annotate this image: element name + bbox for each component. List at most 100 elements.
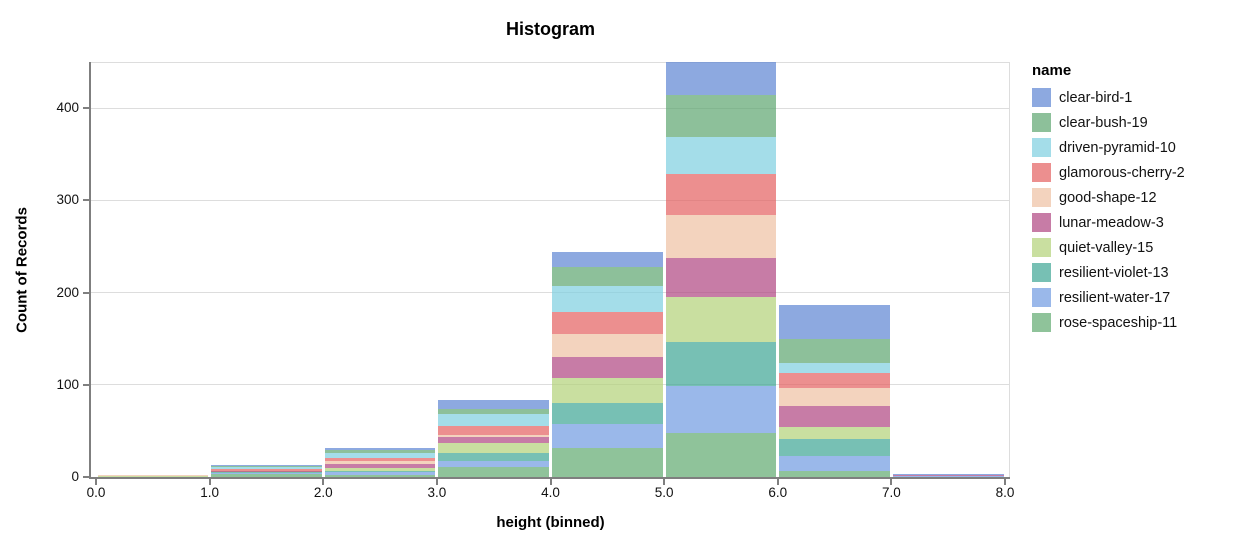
- bar-segment-glamorous-cherry-2-bin-6: [779, 372, 890, 388]
- bar-segment-good-shape-12-bin-0: [97, 475, 209, 477]
- bar-segment-driven-pyramid-10-bin-3: [438, 414, 549, 427]
- bar-segment-clear-bird-1-bin-1: [211, 465, 322, 466]
- bar-segment-good-shape-12-bin-6: [779, 387, 890, 406]
- bar-segment-clear-bush-19-bin-3: [438, 408, 549, 415]
- legend-swatch-icon: [1032, 288, 1051, 307]
- bar-segment-glamorous-cherry-2-bin-4: [552, 311, 663, 335]
- y-tick-label: 300: [56, 192, 79, 208]
- y-tick-0: [83, 476, 89, 478]
- bar-segment-quiet-valley-15-bin-5: [665, 297, 777, 343]
- legend-swatch-icon: [1032, 163, 1051, 182]
- y-tick-label: 100: [56, 376, 79, 392]
- legend-items: clear-bird-1 clear-bush-19 driven-pyramid-…: [1032, 88, 1185, 332]
- bar-segment-resilient-violet-13-bin-2: [324, 470, 436, 473]
- x-tick-2: [322, 479, 325, 485]
- bar-segment-rose-spaceship-11-bin-2: [324, 475, 436, 477]
- bar-segment-rose-spaceship-11-bin-4: [552, 447, 663, 477]
- bar-segment-clear-bush-19-bin-1: [211, 465, 322, 467]
- x-tick-3: [435, 479, 438, 485]
- legend-swatch-icon: [1032, 138, 1051, 157]
- bar-segment-lunar-meadow-3-bin-1: [211, 470, 322, 472]
- legend: name clear-bird-1 clear-bush-19 driven-pyr…: [1032, 62, 1185, 338]
- bar-segment-clear-bird-1-bin-6: [779, 305, 890, 339]
- y-tick-label: 400: [56, 100, 79, 116]
- bar-segment-resilient-violet-13-bin-3: [438, 453, 549, 462]
- x-axis-line: [89, 477, 1010, 479]
- bar-segment-clear-bush-19-bin-5: [665, 95, 777, 137]
- bar-segment-driven-pyramid-10-bin-6: [779, 362, 890, 373]
- bar-segment-quiet-valley-15-bin-6: [779, 427, 890, 440]
- x-tick-1: [208, 479, 211, 485]
- bar-segment-rose-spaceship-11-bin-1: [211, 474, 322, 477]
- x-tick-4: [549, 479, 552, 485]
- bar-segment-lunar-meadow-3-bin-7: [892, 475, 1004, 477]
- legend-swatch-icon: [1032, 213, 1051, 232]
- x-tick-label: 6.0: [768, 485, 788, 500]
- bar-segment-clear-bird-1-bin-4: [552, 251, 663, 267]
- legend-swatch-icon: [1032, 263, 1051, 282]
- bar-segment-resilient-water-17-bin-2: [324, 472, 436, 476]
- bar-segment-good-shape-12-bin-4: [552, 334, 663, 358]
- bar-segment-clear-bird-1-bin-7: [892, 474, 1004, 476]
- bar-segment-resilient-water-17-bin-4: [552, 424, 663, 448]
- x-tick-label: 7.0: [881, 485, 901, 500]
- gridline-y-100: [91, 384, 1010, 386]
- gridline-y-300: [91, 199, 1010, 201]
- bar-segment-good-shape-12-bin-3: [438, 434, 549, 438]
- bar-segment-clear-bird-1-bin-3: [438, 400, 549, 409]
- bar-segment-lunar-meadow-3-bin-2: [324, 464, 436, 468]
- bar-segment-driven-pyramid-10-bin-5: [665, 136, 777, 174]
- bar-segment-clear-bush-19-bin-2: [324, 450, 436, 454]
- legend-label: lunar-meadow-3: [1059, 214, 1164, 231]
- x-tick-label: 1.0: [200, 485, 220, 500]
- bar-segment-resilient-water-17-bin-1: [211, 473, 322, 475]
- x-tick-label: 0.0: [86, 485, 106, 500]
- bar-segment-clear-bush-19-bin-4: [552, 266, 663, 287]
- legend-item-quiet-valley-15: quiet-valley-15: [1032, 238, 1185, 257]
- legend-item-clear-bird-1: clear-bird-1: [1032, 88, 1185, 107]
- x-tick-label: 2.0: [313, 485, 333, 500]
- legend-label: quiet-valley-15: [1059, 239, 1154, 256]
- legend-item-rose-spaceship-11: rose-spaceship-11: [1032, 313, 1185, 332]
- bar-segment-glamorous-cherry-2-bin-5: [665, 173, 777, 216]
- bar-segment-resilient-water-17-bin-5: [665, 385, 777, 433]
- bar-segment-resilient-water-17-bin-7: [892, 476, 1004, 477]
- x-tick-0: [95, 479, 97, 485]
- gridline-y-200: [91, 292, 1010, 294]
- bar-segment-lunar-meadow-3-bin-3: [438, 437, 549, 443]
- bar-segment-quiet-valley-15-bin-3: [438, 442, 549, 454]
- legend-swatch-icon: [1032, 313, 1051, 332]
- plot-border-right: [1009, 62, 1010, 477]
- legend-label: resilient-violet-13: [1059, 264, 1169, 281]
- bar-segment-resilient-violet-13-bin-5: [665, 342, 777, 386]
- y-tick-200: [83, 291, 89, 294]
- bar-segment-lunar-meadow-3-bin-5: [665, 258, 777, 298]
- legend-label: rose-spaceship-11: [1059, 314, 1178, 331]
- bar-segment-rose-spaceship-11-bin-3: [438, 466, 549, 477]
- bar-segment-clear-bird-1-bin-2: [324, 447, 436, 451]
- x-tick-label: 8.0: [995, 485, 1015, 500]
- bar-segment-resilient-violet-13-bin-4: [552, 403, 663, 425]
- legend-item-resilient-violet-13: resilient-violet-13: [1032, 263, 1185, 282]
- legend-label: clear-bush-19: [1059, 114, 1148, 131]
- bar-segment-clear-bush-19-bin-6: [779, 338, 890, 363]
- legend-label: good-shape-12: [1059, 189, 1157, 206]
- x-tick-7: [890, 479, 893, 485]
- bar-segment-lunar-meadow-3-bin-6: [779, 406, 890, 428]
- legend-swatch-icon: [1032, 238, 1051, 257]
- bar-segment-glamorous-cherry-2-bin-2: [324, 457, 436, 462]
- bar-segment-lunar-meadow-3-bin-4: [552, 357, 663, 379]
- y-tick-300: [83, 199, 89, 202]
- bar-segment-resilient-water-17-bin-3: [438, 461, 549, 467]
- bar-segment-rose-spaceship-11-bin-5: [665, 432, 777, 477]
- legend-label: driven-pyramid-10: [1059, 139, 1176, 156]
- legend-title: name: [1032, 62, 1072, 79]
- legend-item-glamorous-cherry-2: glamorous-cherry-2: [1032, 163, 1185, 182]
- legend-label: glamorous-cherry-2: [1059, 164, 1185, 181]
- bar-segment-quiet-valley-15-bin-2: [324, 467, 436, 471]
- legend-item-resilient-water-17: resilient-water-17: [1032, 288, 1185, 307]
- x-tick-label: 4.0: [541, 485, 560, 500]
- x-tick-5: [663, 479, 666, 485]
- legend-item-good-shape-12: good-shape-12: [1032, 188, 1185, 207]
